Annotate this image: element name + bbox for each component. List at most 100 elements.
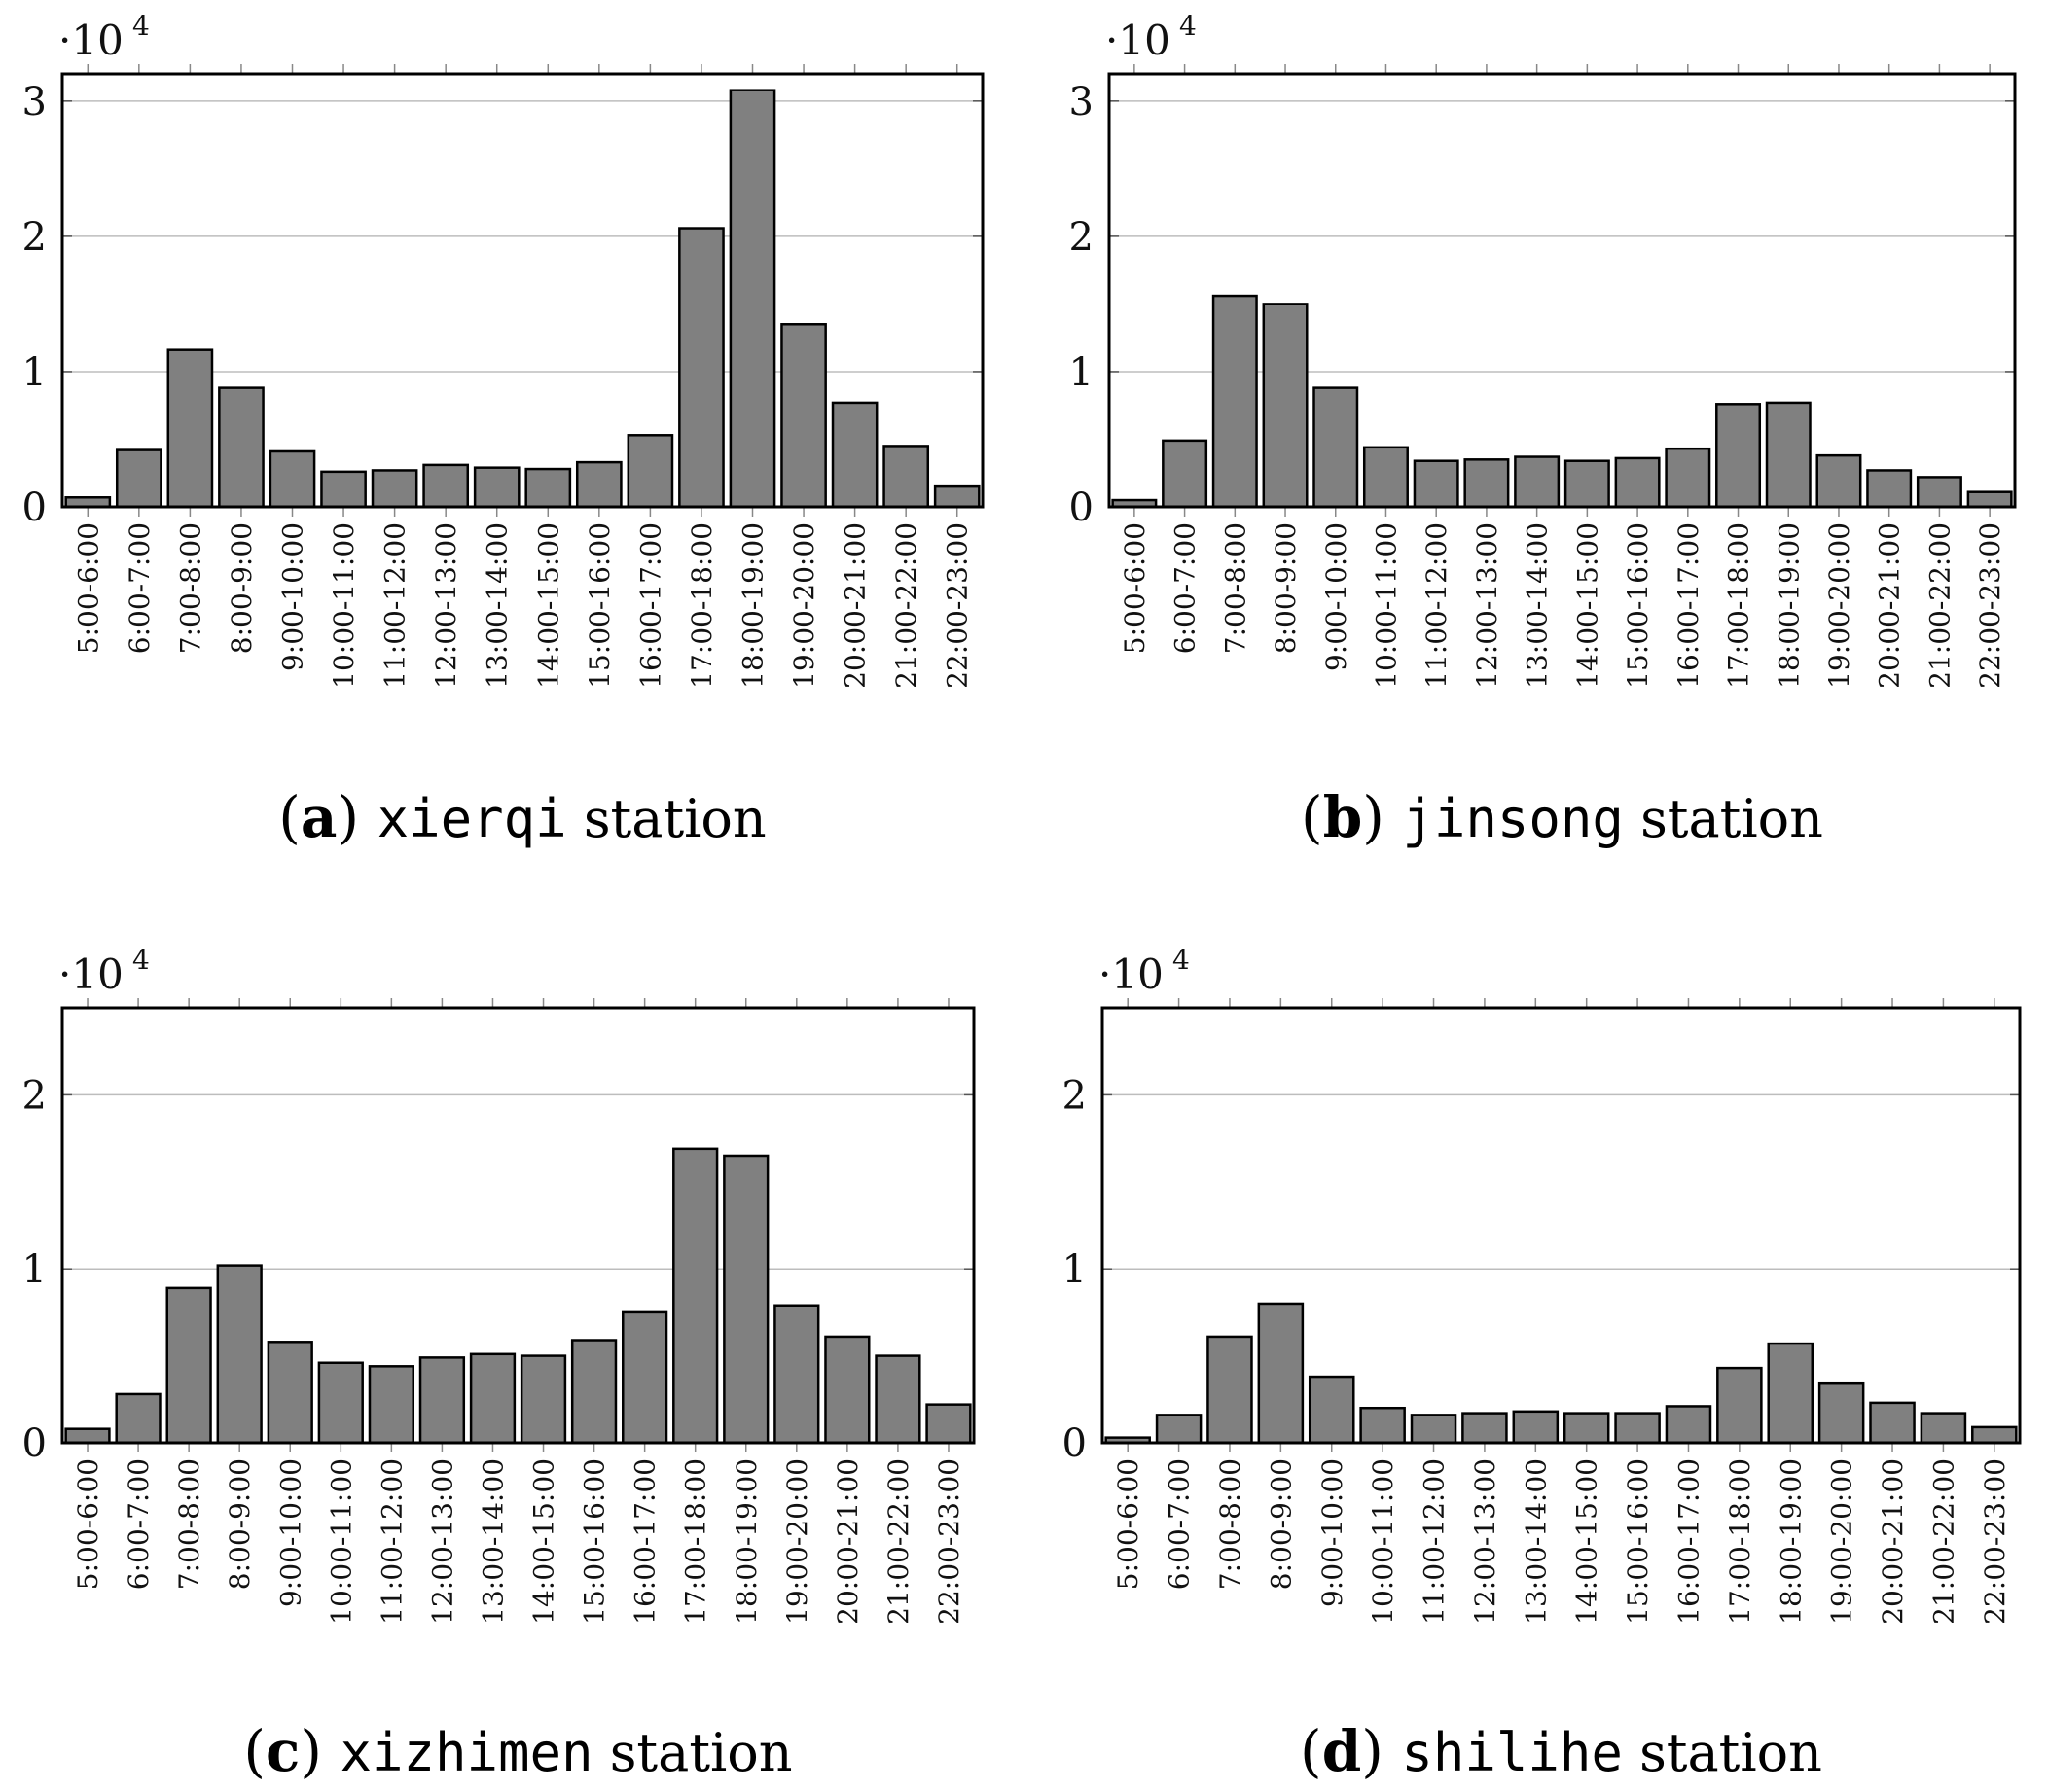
x-tick-label: 22:00-23:00	[942, 522, 974, 689]
x-tick-label: 7:00-8:00	[174, 522, 206, 654]
y-tick-label: 1	[22, 350, 47, 395]
bar	[1563, 1412, 1610, 1445]
x-tick-label: 18:00-19:00	[1775, 1458, 1807, 1625]
x-tick-label: 10:00-11:00	[325, 1458, 357, 1625]
y-scale-label: ·10	[58, 17, 124, 64]
x-tick-label: 15:00-16:00	[579, 1458, 611, 1625]
bar	[1817, 1381, 1865, 1445]
bar	[1614, 1412, 1661, 1445]
x-tick-label: 6:00-7:00	[123, 1458, 155, 1590]
x-tick-label: 8:00-9:00	[226, 522, 258, 654]
caption-suffix: station	[567, 788, 767, 849]
panel-caption: (a) xierqi station	[278, 784, 766, 850]
x-tick-label: 12:00-13:00	[1469, 1458, 1501, 1625]
x-tick-label: 22:00-23:00	[1979, 1458, 2011, 1625]
panel-caption: (c) xizhimen station	[243, 1718, 792, 1784]
x-tick-label: 14:00-15:00	[532, 522, 564, 689]
caption-suffix: station	[1624, 788, 1823, 849]
x-tick-label: 11:00-12:00	[376, 1458, 408, 1625]
bar	[1463, 458, 1510, 509]
bar	[1767, 1342, 1814, 1445]
y-scale-label: ·10	[1105, 17, 1170, 64]
caption-letter: c	[266, 1718, 300, 1784]
bar	[1211, 294, 1258, 509]
bar	[1563, 459, 1610, 509]
bar	[422, 463, 470, 509]
bar	[115, 1392, 162, 1445]
x-tick-label: 8:00-9:00	[1270, 522, 1302, 654]
bar	[627, 434, 674, 509]
x-tick-label: 5:00-6:00	[72, 1458, 104, 1590]
x-tick-label: 6:00-7:00	[1169, 522, 1202, 654]
x-tick-label: 8:00-9:00	[1265, 1458, 1297, 1590]
caption-suffix: station	[1623, 1722, 1822, 1783]
bar	[469, 1352, 517, 1445]
bar	[1155, 1414, 1203, 1445]
bar	[1665, 1405, 1712, 1445]
y-tick-label: 0	[22, 1421, 47, 1466]
bar	[824, 1335, 871, 1445]
caption-station-name: jinsong	[1402, 788, 1624, 849]
bar	[165, 1286, 212, 1445]
x-tick-label: 15:00-16:00	[1622, 522, 1654, 689]
x-tick-label: 14:00-15:00	[1571, 522, 1603, 689]
x-tick-label: 22:00-23:00	[1974, 522, 2006, 689]
bar	[166, 348, 214, 509]
bar	[1765, 401, 1812, 509]
y-tick-label: 2	[22, 215, 47, 260]
x-tick-label: 14:00-15:00	[528, 1458, 560, 1625]
bar	[1461, 1412, 1508, 1445]
x-tick-label: 11:00-12:00	[379, 522, 412, 689]
y-tick-label: 1	[22, 1247, 47, 1292]
caption-suffix: station	[593, 1722, 793, 1783]
x-tick-label: 18:00-19:00	[731, 1458, 763, 1625]
x-tick-label: 10:00-11:00	[1367, 1458, 1399, 1625]
x-tick-label: 5:00-6:00	[1119, 522, 1151, 654]
x-tick-label: 12:00-13:00	[426, 1458, 458, 1625]
x-tick-label: 13:00-14:00	[1520, 1458, 1552, 1625]
x-tick-label: 18:00-19:00	[737, 522, 770, 689]
y-tick-label: 3	[22, 80, 47, 125]
x-tick-label: 17:00-18:00	[680, 1458, 712, 1625]
bar	[672, 1147, 719, 1445]
x-tick-label: 13:00-14:00	[1522, 522, 1554, 689]
x-tick-label: 8:00-9:00	[224, 1458, 256, 1590]
x-tick-label: 20:00-21:00	[1877, 1458, 1909, 1625]
bar	[678, 227, 725, 509]
x-tick-label: 7:00-8:00	[173, 1458, 205, 1590]
axes-frame	[60, 72, 985, 509]
caption-station-name: xierqi	[377, 788, 567, 849]
x-tick-label: 17:00-18:00	[1723, 522, 1755, 689]
caption-letter: d	[1322, 1718, 1362, 1784]
x-tick-label: 15:00-16:00	[1622, 1458, 1654, 1625]
x-tick-label: 11:00-12:00	[1419, 1458, 1451, 1625]
x-tick-label: 7:00-8:00	[1214, 1458, 1246, 1590]
y-tick-label: 3	[1069, 80, 1094, 125]
bar	[218, 386, 265, 509]
bar	[729, 89, 776, 509]
y-tick-label: 2	[1069, 215, 1094, 260]
bar	[115, 448, 162, 509]
caption-letter: a	[301, 784, 338, 850]
bar	[1869, 1401, 1916, 1445]
x-tick-label: 5:00-6:00	[1112, 1458, 1144, 1590]
bar	[875, 1354, 921, 1445]
x-tick-label: 16:00-17:00	[1672, 522, 1705, 689]
y-tick-label: 0	[1062, 1421, 1087, 1466]
axes-frame	[60, 1006, 976, 1445]
caption-station-name: shilihe	[1401, 1722, 1623, 1783]
bar	[320, 470, 367, 509]
x-tick-label: 20:00-21:00	[832, 1458, 864, 1625]
x-tick-label: 16:00-17:00	[629, 1458, 662, 1625]
y-tick-label: 1	[1069, 350, 1094, 395]
y-scale-exponent: 4	[1179, 10, 1197, 42]
y-scale-exponent: 4	[132, 944, 150, 976]
bar	[1308, 1375, 1355, 1445]
y-scale-exponent: 4	[132, 10, 150, 42]
x-tick-label: 16:00-17:00	[1672, 1458, 1705, 1625]
bar	[1257, 1302, 1305, 1445]
bar	[1716, 1366, 1763, 1445]
panel-b-jinsong: 0 1 2 3 5:00-6:00 6:00-7:00 7:00-8:00 8:00-9:00…	[1069, 10, 2017, 850]
bar	[1614, 456, 1661, 509]
